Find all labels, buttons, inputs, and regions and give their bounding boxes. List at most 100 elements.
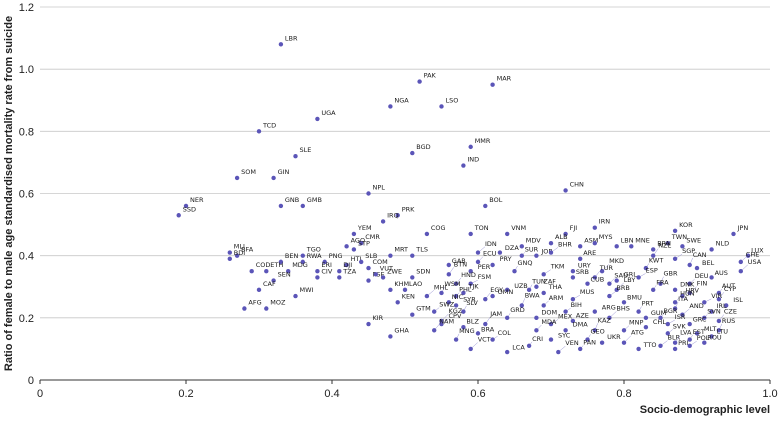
data-point xyxy=(709,334,714,339)
data-point xyxy=(344,262,349,268)
x-tick-label: 0.2 xyxy=(178,388,193,400)
data-point xyxy=(716,290,722,296)
data-point xyxy=(672,228,678,233)
data-point-label: BLR xyxy=(668,334,681,342)
data-point-label: PSE xyxy=(373,271,385,279)
data-point-label: OMN xyxy=(498,288,514,296)
y-tick-label: 0.4 xyxy=(19,251,34,263)
data-point xyxy=(395,213,400,218)
data-point xyxy=(643,315,649,321)
data-point-label: FJI xyxy=(570,224,578,232)
data-point-label: MDA xyxy=(541,318,556,326)
data-point-label: MNP xyxy=(629,319,643,327)
data-point xyxy=(643,324,649,330)
data-point xyxy=(366,265,371,271)
data-point-label: SEN xyxy=(278,271,291,279)
data-point-label: BMU xyxy=(627,294,642,302)
data-point-label: COG xyxy=(431,224,446,232)
data-point xyxy=(665,241,670,246)
data-point-label: JOR xyxy=(540,248,553,256)
data-point xyxy=(563,309,568,314)
data-point-label: BGR xyxy=(664,307,678,315)
data-point-label: MOZ xyxy=(270,299,286,307)
data-point xyxy=(548,241,554,246)
data-point xyxy=(490,82,495,87)
data-point-label: TKM xyxy=(550,263,565,271)
data-point xyxy=(578,256,583,261)
data-point-label: EST xyxy=(693,328,705,336)
data-point-label: ZAF xyxy=(543,278,556,286)
data-point xyxy=(636,275,641,280)
data-point-label: MHL xyxy=(434,283,448,291)
data-point-label: BFA xyxy=(241,246,254,254)
data-point xyxy=(614,244,619,249)
data-point-label: NER xyxy=(190,196,204,204)
data-point xyxy=(315,116,320,122)
data-point-label: UKR xyxy=(607,333,621,341)
data-point xyxy=(322,259,327,265)
data-point xyxy=(505,231,510,237)
data-point xyxy=(351,231,357,237)
data-point-label: LSO xyxy=(446,96,459,104)
data-point xyxy=(410,275,415,280)
data-point xyxy=(344,244,349,249)
data-point xyxy=(687,337,692,342)
data-point-label: LVA xyxy=(680,329,692,337)
data-point-label: THA xyxy=(548,283,563,291)
data-point xyxy=(373,272,378,277)
data-point xyxy=(453,293,459,299)
data-point xyxy=(578,346,583,352)
data-point xyxy=(359,241,364,246)
data-point-label: AUT xyxy=(722,282,735,290)
data-point xyxy=(585,281,590,286)
data-point xyxy=(424,231,430,237)
data-point xyxy=(592,225,597,230)
data-point xyxy=(439,290,444,296)
data-point-label: PAN xyxy=(583,339,596,347)
data-point-label: TTO xyxy=(643,341,657,349)
data-point-label: JPN xyxy=(737,224,749,232)
data-point-label: VIR xyxy=(711,292,722,300)
data-point-label: EGY xyxy=(490,286,503,294)
data-point-label: BEL xyxy=(702,259,715,267)
data-point xyxy=(680,312,685,317)
data-point xyxy=(453,337,459,342)
x-axis-ticks: 0 0.2 0.4 0.6 0.8 1.0 xyxy=(37,380,778,400)
x-axis-label: Socio-demographic level xyxy=(640,404,770,416)
data-point xyxy=(526,287,532,293)
data-point xyxy=(658,281,663,286)
data-point-label: MRT xyxy=(394,246,408,254)
data-point-label: AUS xyxy=(715,269,728,277)
data-point xyxy=(672,300,678,305)
data-point-label: AFG xyxy=(248,299,261,307)
data-point-label: SVK xyxy=(673,322,687,330)
data-point xyxy=(278,259,284,265)
data-point-label: BWA xyxy=(525,291,540,299)
data-point xyxy=(461,290,466,296)
data-point-label: ISL xyxy=(733,296,743,304)
data-point xyxy=(709,247,714,252)
x-tick-label: 0 xyxy=(37,388,43,400)
data-point xyxy=(563,328,568,333)
data-point-label: KAZ xyxy=(598,316,612,324)
data-point-label: SVN xyxy=(707,307,721,315)
data-point-label: MWI xyxy=(300,286,314,294)
data-point-label: CYP xyxy=(724,285,736,293)
data-point xyxy=(694,265,700,271)
data-point xyxy=(293,293,298,299)
data-point-label: SSD xyxy=(183,205,196,213)
data-point-label: AZE xyxy=(576,312,589,320)
data-point xyxy=(672,256,678,261)
data-point xyxy=(658,343,663,349)
data-point xyxy=(300,253,305,258)
data-point-label: NGA xyxy=(394,96,409,104)
data-point-label: MYS xyxy=(599,233,613,241)
data-point-label: TUR xyxy=(599,264,614,272)
data-point-label: VUT xyxy=(380,264,393,272)
data-point-label: IND xyxy=(467,156,479,164)
data-point xyxy=(453,303,459,308)
data-point-label: BTN xyxy=(454,260,467,268)
data-point-label: GRD xyxy=(510,306,525,314)
data-point xyxy=(388,253,393,258)
data-point-label: GAB xyxy=(452,257,466,265)
